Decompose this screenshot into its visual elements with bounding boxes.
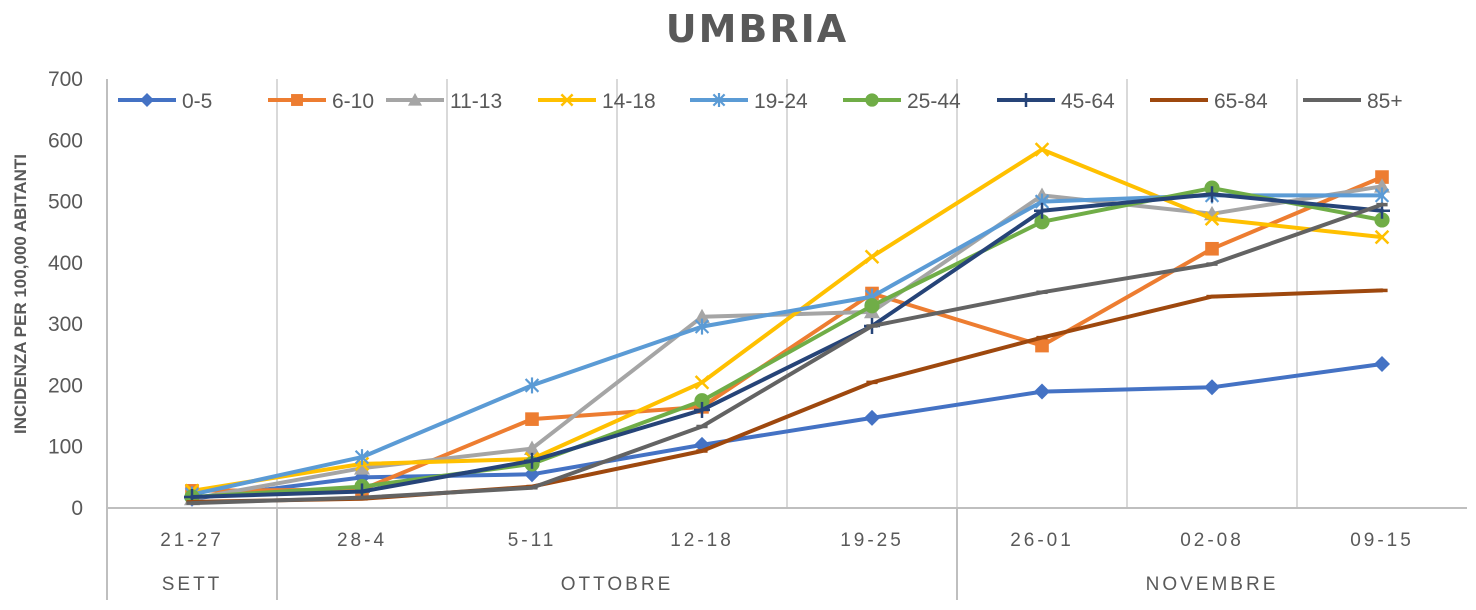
chart-title: UMBRIA [666,7,848,51]
marker [864,409,880,426]
series-line [190,147,1384,493]
marker [864,298,880,314]
marker [1204,186,1220,203]
legend-entry: 85+ [1303,90,1403,113]
legend: 0-5 6-10 11-13 14-18 19-24 25-44 45-64 65-84 85+ [118,90,1403,113]
legend-label: 45-64 [1061,90,1115,113]
legend-entry: 14-18 [538,90,656,113]
y-tick-label: 500 [48,191,83,214]
y-axis-title: INCIDENZA PER 100,000 ABITANTI [11,154,30,434]
legend-entry: 25-44 [843,90,961,113]
marker [694,318,710,335]
marker [1204,211,1220,227]
marker [864,249,880,265]
x-tick-label: 28-4 [337,530,387,551]
marker [1374,178,1390,193]
marker-stroke [1374,229,1390,245]
marker [865,93,879,107]
legend-label: 65-84 [1214,90,1268,113]
marker [1034,202,1050,219]
x-group-label: OTTOBRE [561,574,674,595]
x-tick-label: 02-08 [1180,530,1244,551]
marker [1034,142,1050,157]
legend-entry: 65-84 [1150,90,1268,113]
series-line [190,202,1384,506]
legend-label: 85+ [1367,90,1403,113]
x-tick-label: 09-15 [1350,530,1414,551]
x-tick-label: 26-01 [1010,530,1074,551]
legend-label: 14-18 [602,90,656,113]
marker-stroke [1034,142,1050,157]
legend-entry: 0-5 [118,90,212,113]
marker [140,93,154,107]
legend-label: 0-5 [182,90,212,113]
marker [524,377,540,394]
marker [694,308,710,324]
marker [694,401,710,418]
marker-stroke [694,375,710,390]
marker [1374,212,1390,228]
y-tick-label: 100 [48,436,83,459]
series-line [190,186,1384,499]
marker [291,94,303,106]
legend-entry: 19-24 [690,90,808,113]
marker [524,452,540,469]
marker [1374,355,1390,372]
x-tick-label: 5-11 [508,530,557,551]
legend-entry: 6-10 [268,90,374,113]
axis-layer: 0 100 200 300 400 500 600 700 21-27 28-4 5-11 12-18… [48,68,1467,600]
x-group-label: NOVEMBRE [1146,574,1279,595]
y-tick-label: 700 [48,68,83,91]
y-tick-label: 400 [48,252,83,275]
marker [408,93,422,106]
marker [712,93,726,107]
marker [694,393,710,409]
marker [1374,187,1390,204]
marker [525,412,539,426]
grid-layer [276,79,1298,508]
marker [1034,214,1050,230]
marker [560,93,574,107]
y-tick-label: 200 [48,374,83,397]
legend-label: 11-13 [450,90,502,113]
y-tick-label: 0 [71,497,83,520]
marker [1205,241,1219,256]
legend-entry: 11-13 [386,90,502,113]
marker [1035,338,1049,353]
marker [354,460,370,475]
marker [1019,93,1033,107]
x-tick-label: 21-27 [160,530,224,551]
marker [354,449,370,466]
x-tick-label: 19-25 [840,530,904,551]
marker [1034,383,1050,400]
x-tick-label: 12-18 [670,530,734,551]
series-line [190,175,1384,493]
series-45-64 [184,186,1390,505]
marker-stroke [560,93,574,107]
legend-label: 6-10 [332,90,374,113]
series-line [190,192,1384,499]
legend-entry: 45-64 [997,90,1115,113]
marker [694,375,710,390]
legend-label: 19-24 [754,90,808,113]
legend-label: 25-44 [907,90,961,113]
series-layer [184,142,1390,507]
marker [524,440,540,455]
y-tick-label: 300 [48,313,83,336]
marker [1204,379,1220,396]
series-85+ [186,202,1388,506]
marker-stroke [864,249,880,265]
marker [1374,229,1390,245]
marker [1375,170,1389,184]
y-tick-label: 600 [48,129,83,152]
marker-stroke [1204,211,1220,227]
x-group-label: SETT [162,574,223,595]
